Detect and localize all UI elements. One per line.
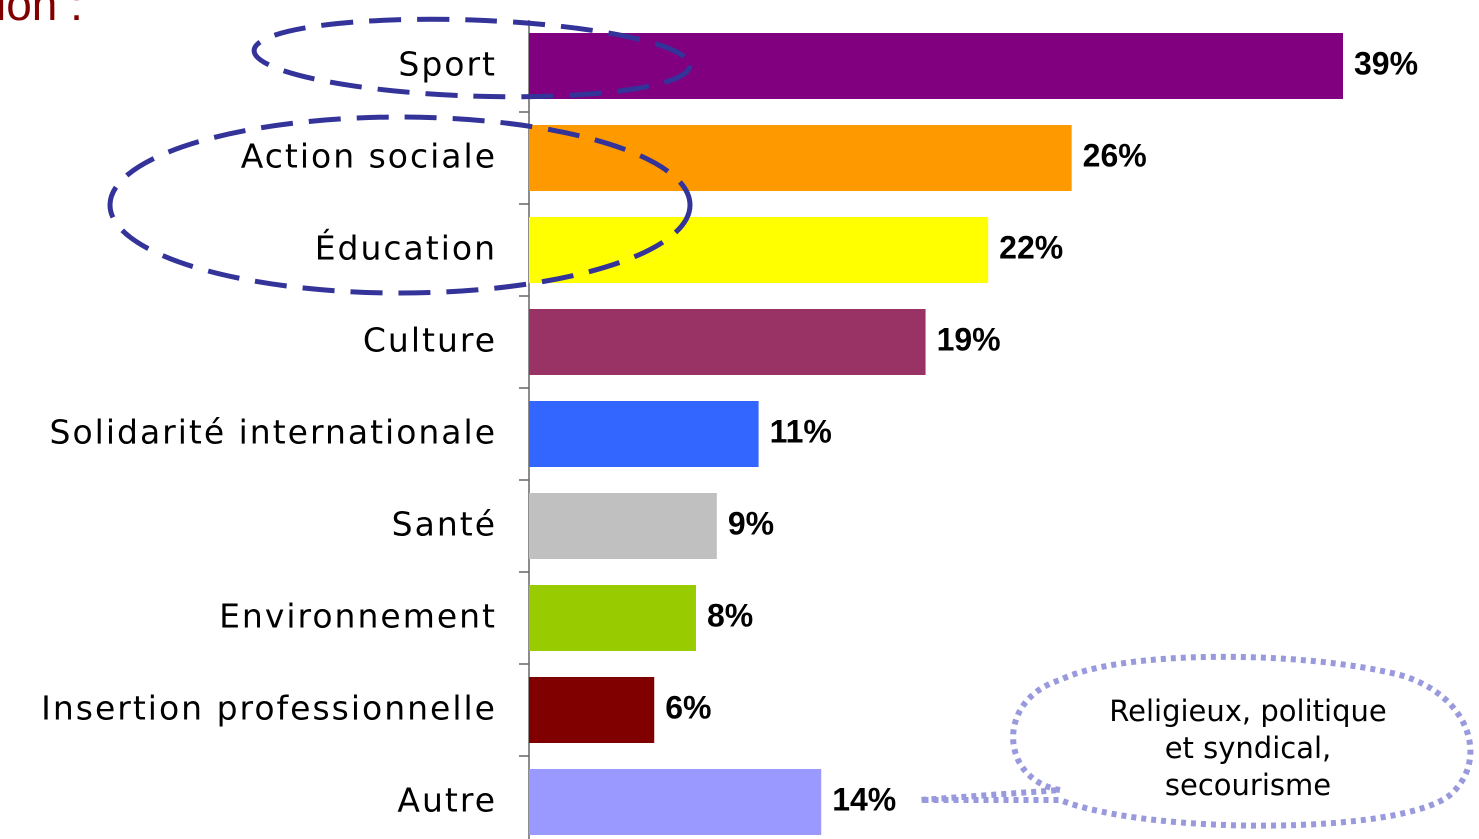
- value-label: 6%: [665, 689, 711, 725]
- plot: Sport 39% Action sociale 26% Éducation 22% Cul…: [41, 20, 1418, 839]
- annotation: secourisme: [1165, 768, 1331, 802]
- category-label: Culture: [363, 321, 497, 360]
- bar: [529, 769, 822, 835]
- bar: [529, 217, 989, 283]
- category-label: Santé: [392, 505, 497, 544]
- value-label: 19%: [937, 321, 1001, 357]
- highlight-ellipse: [251, 16, 693, 100]
- bar: [529, 309, 926, 375]
- value-label: 9%: [728, 505, 774, 541]
- value-label: 39%: [1354, 45, 1418, 81]
- value-label: 26%: [1083, 137, 1147, 173]
- value-label: 11%: [770, 413, 832, 449]
- value-label: 14%: [832, 781, 896, 817]
- bar: [529, 585, 696, 651]
- value-label: 8%: [707, 597, 753, 633]
- annotation: Religieux, politique: [1109, 694, 1386, 728]
- category-label: Solidarité internationale: [50, 413, 497, 452]
- bar: [529, 33, 1343, 99]
- category-label: Éducation: [315, 228, 497, 268]
- value-label: 22%: [999, 229, 1063, 265]
- category-label: Sport: [398, 45, 497, 84]
- bar: [529, 493, 717, 559]
- bar: [529, 677, 655, 743]
- category-label: Insertion professionnelle: [41, 689, 497, 728]
- annotation: et syndical,: [1165, 731, 1332, 765]
- category-label: Environnement: [219, 597, 497, 636]
- highlight-ellipse: [107, 114, 693, 296]
- bar: [529, 125, 1072, 191]
- chart-title: ion :: [0, 0, 83, 30]
- category-label: Action sociale: [241, 137, 497, 176]
- callout: [919, 653, 1474, 829]
- bar: [529, 401, 759, 467]
- category-label: Autre: [397, 781, 497, 820]
